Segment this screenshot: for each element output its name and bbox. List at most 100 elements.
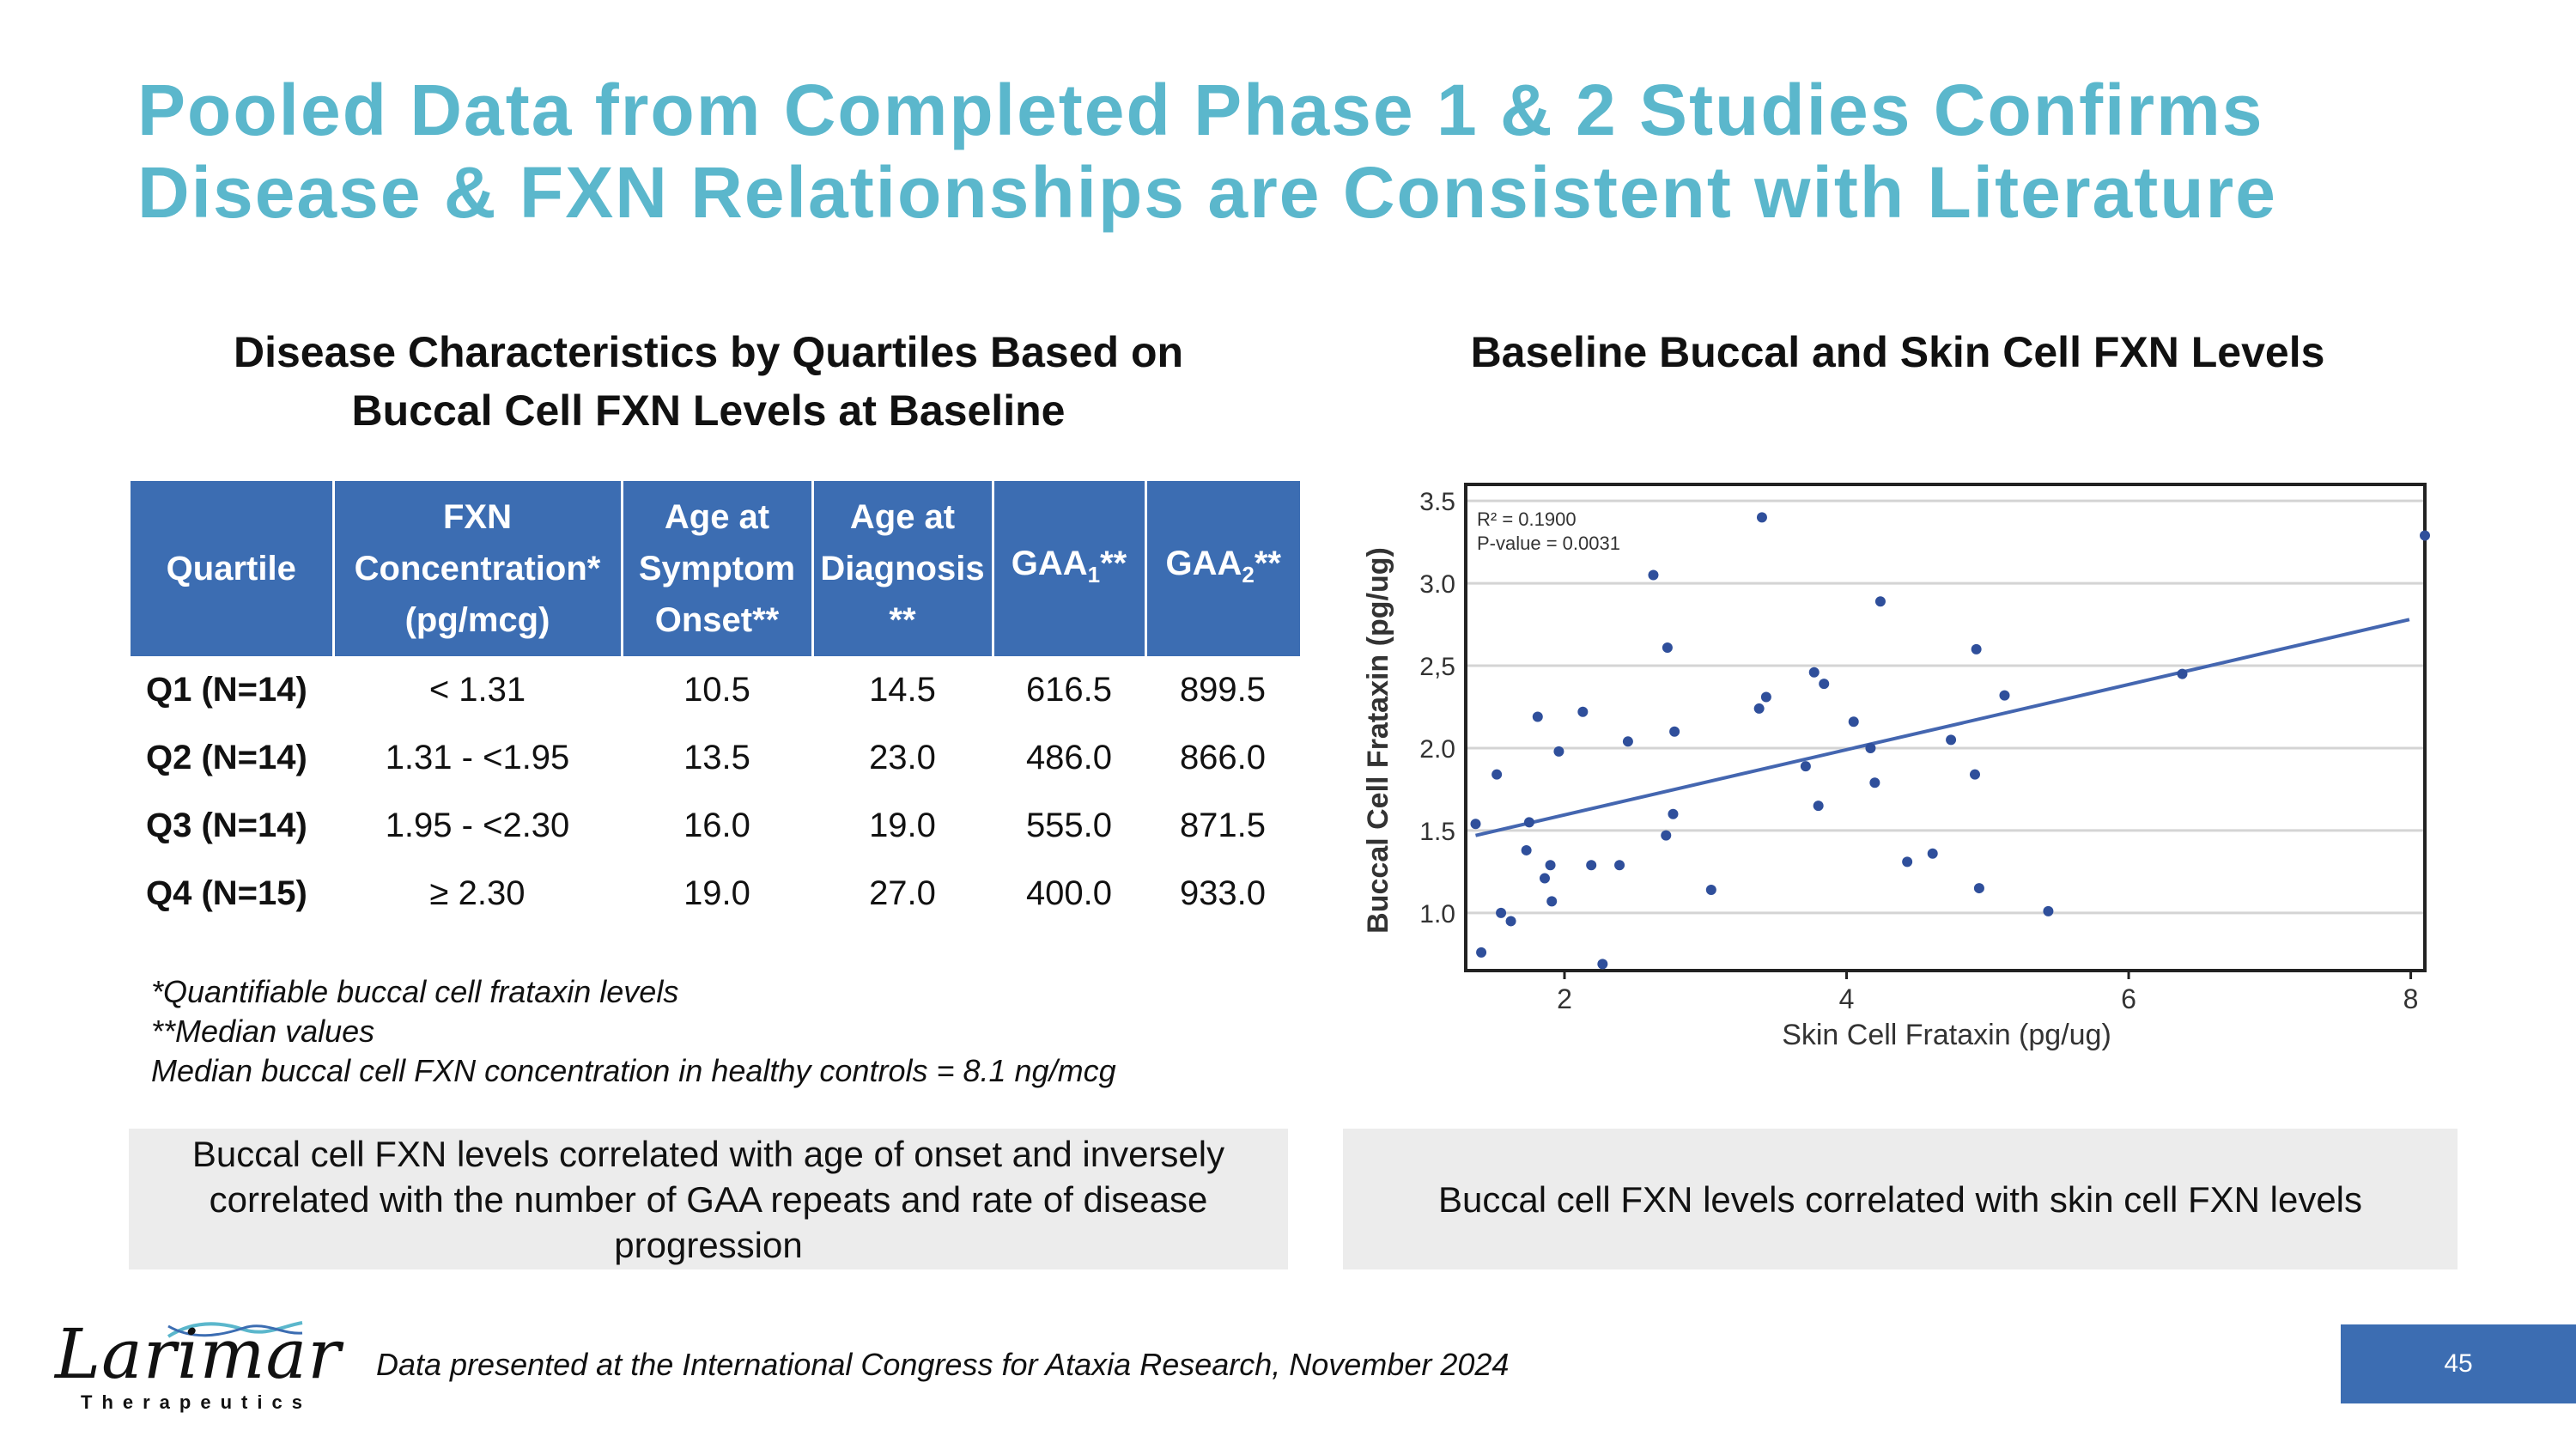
data-point [1874,596,1886,607]
data-point [1865,742,1876,753]
col-header-fxn: FXN Concentration* (pg/mcg) [333,481,623,656]
cell-diagnosis: 14.5 [869,671,936,709]
col-header-onset: Age at Symptom Onset** [622,481,814,656]
table-row: Q1 (N=14) < 1.31 10.5 14.5 616.5 899.5 [131,656,1300,724]
cell-onset: 10.5 [683,671,750,709]
table-header-row: Quartile FXN Concentration* (pg/mcg) Age… [131,481,1300,656]
cell-onset: 19.0 [683,874,750,912]
y-axis-ticks: 1.0 1.5 2.0 2,5 3.0 3.5 [1419,488,1455,928]
data-point [1597,959,1608,970]
cell-diagnosis: 23.0 [869,739,936,776]
helix-icon [167,1321,303,1338]
table-row: Q2 (N=14) 1.31 - <1.95 13.5 23.0 486.0 8… [131,724,1300,792]
data-point [1661,830,1672,841]
cell-quartile: Q4 (N=15) [146,874,307,912]
cell-quartile: Q1 (N=14) [146,671,307,709]
cell-gaa1: 486.0 [1025,739,1113,776]
x-axis-label: Skin Cell Frataxin (pg/ug) [1782,1019,2111,1051]
p-value-label: P-value = 0.0031 [1477,533,1620,554]
y-tick-label: 1.5 [1419,818,1455,846]
data-point [1753,703,1765,714]
cell-gaa2: 933.0 [1179,874,1267,912]
data-point [1505,916,1516,927]
col-header-gaa2: GAA2** [1145,481,1300,656]
table-heading-line-2: Buccal Cell FXN Levels at Baseline [351,387,1066,435]
data-point [1669,726,1680,737]
y-tick-label: 3.5 [1419,488,1455,516]
cell-onset: 16.0 [683,807,750,844]
quartiles-table: Quartile FXN Concentration* (pg/mcg) Age… [131,481,1300,928]
company-logo: Larimar Therapeutics [55,1316,340,1419]
data-point [1756,512,1767,523]
cell-diagnosis: 27.0 [869,874,936,912]
slide-title: Pooled Data from Completed Phase 1 & 2 S… [137,69,2507,234]
data-point [1902,856,1913,868]
cell-gaa1: 400.0 [1025,874,1113,912]
cell-gaa1: 555.0 [1025,807,1113,844]
col-header-quartile: Quartile [131,481,335,656]
x-tick-label: 4 [1839,983,1855,1014]
logo-subtitle: Therapeutics [81,1391,312,1413]
chart-heading: Baseline Buccal and Skin Cell FXN Levels [1348,323,2447,381]
data-point [1492,769,1503,780]
col-header-diagnosis: Age at Diagnosis ** [812,481,994,656]
data-point [1577,706,1589,717]
slide-title-line-1: Pooled Data from Completed Phase 1 & 2 S… [137,70,2264,150]
data-point [1496,907,1507,918]
data-point [1532,711,1543,722]
data-point [1470,819,1481,830]
x-tick-label: 2 [1557,983,1572,1014]
grid-lines [1466,499,2425,915]
data-point [1973,883,1984,894]
cell-gaa1: 616.5 [1025,671,1113,709]
table-heading: Disease Characteristics by Quartiles Bas… [129,323,1288,440]
data-point [2420,530,2430,541]
footnotes: *Quantifiable buccal cell frataxin level… [151,972,1116,1091]
left-takeaway-box: Buccal cell FXN levels correlated with a… [129,1129,1288,1269]
cell-quartile: Q3 (N=14) [146,807,307,844]
data-point [1819,679,1830,690]
data-point [1668,808,1679,819]
data-point [1546,896,1558,907]
data-point [1848,716,1859,728]
footnote-median: **Median values [151,1014,375,1049]
page-number: 45 [2341,1324,2576,1403]
plot-frame [1464,483,2427,972]
data-point [1705,884,1716,895]
cell-gaa2: 871.5 [1179,807,1267,844]
data-point [1760,691,1771,703]
cell-fxn: 1.31 - <1.95 [385,739,570,776]
data-point [1622,736,1633,747]
y-tick-label: 2,5 [1419,653,1455,681]
cell-gaa2: 866.0 [1179,739,1267,776]
data-point [1946,734,1957,746]
r-squared-label: R² = 0.1900 [1477,508,1577,530]
footnote-quantifiable: *Quantifiable buccal cell frataxin level… [151,974,679,1009]
cell-quartile: Q2 (N=14) [146,739,307,776]
cell-gaa2: 899.5 [1179,671,1267,709]
col-header-gaa1: GAA1** [993,481,1147,656]
data-point [1800,761,1811,772]
data-point [1969,769,1980,780]
data-point [1813,801,1824,812]
trend-line [1475,618,2410,837]
cell-onset: 13.5 [683,739,750,776]
cell-fxn: ≥ 2.30 [429,874,526,912]
x-axis-ticks: 2 4 6 8 [1557,971,2418,1014]
data-point [1614,860,1625,871]
data-point [1999,690,2010,701]
data-point [1586,860,1597,871]
y-tick-label: 1.0 [1419,900,1455,928]
y-tick-label: 3.0 [1419,570,1455,599]
y-axis-label: Buccal Cell Frataxin (pg/ug) [1362,547,1394,934]
source-note: Data presented at the International Cong… [376,1347,1510,1382]
data-point [2043,905,2054,916]
data-point [1927,848,1938,859]
table-row: Q4 (N=15) ≥ 2.30 19.0 27.0 400.0 933.0 [131,860,1300,928]
cell-fxn: 1.95 - <2.30 [385,807,570,844]
scatter-chart: 1.0 1.5 2.0 2,5 3.0 3.5 2 4 6 8 R² = 0.1900 P-va… [1362,483,2430,1051]
x-tick-label: 6 [2121,983,2136,1014]
footnote-healthy-controls: Median buccal cell FXN concentration in … [151,1053,1116,1088]
data-point [1869,777,1880,788]
data-point [1662,642,1673,653]
